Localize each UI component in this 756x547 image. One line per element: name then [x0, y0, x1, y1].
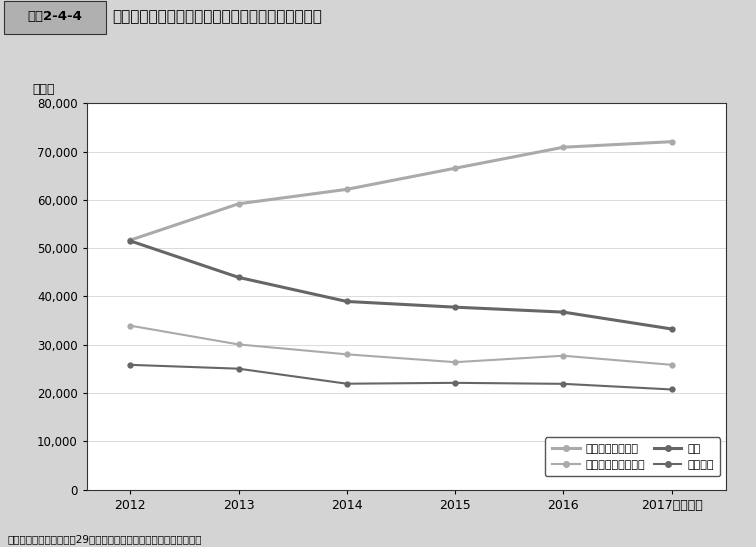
Bar [4, 2, 106, 33]
Text: 民事上の個別労働紛争の主な相談内容の件数の推移: 民事上の個別労働紛争の主な相談内容の件数の推移 [112, 9, 322, 24]
Text: 資料：厚生労働省「平成29年度個別労働紛争解決制度の施行状況」: 資料：厚生労働省「平成29年度個別労働紛争解決制度の施行状況」 [8, 534, 202, 544]
Legend: いじめ・嫌がらせ, 労働条件の引き下げ, 解雇, 退職勧奨: いじめ・嫌がらせ, 労働条件の引き下げ, 解雇, 退職勧奨 [545, 438, 720, 476]
Text: 図表2-4-4: 図表2-4-4 [27, 10, 82, 24]
Text: （件）: （件） [33, 83, 55, 96]
